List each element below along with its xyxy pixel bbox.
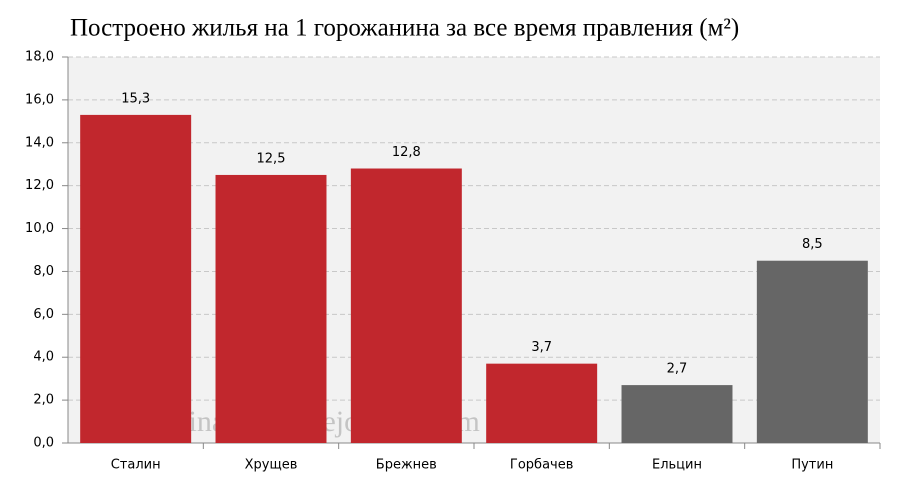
- y-tick-label: 6,0: [33, 307, 54, 322]
- y-tick-label: 18,0: [25, 50, 54, 65]
- x-tick-label: Хрущев: [245, 458, 298, 473]
- y-tick-label: 12,0: [25, 178, 54, 193]
- value-label: 2,7: [667, 362, 688, 377]
- y-tick-label: 4,0: [33, 350, 54, 365]
- x-tick-label: Путин: [791, 458, 833, 473]
- value-label: 3,7: [531, 340, 552, 355]
- y-tick-label: 16,0: [25, 92, 54, 107]
- bar: [486, 363, 598, 443]
- plot-area: [68, 57, 880, 443]
- bar: [621, 385, 733, 443]
- y-tick-label: 10,0: [25, 221, 54, 236]
- bar: [350, 168, 462, 443]
- bar: [215, 174, 327, 443]
- chart-title: Построено жилья на 1 горожанина за все в…: [70, 15, 739, 42]
- y-tick-label: 2,0: [33, 393, 54, 408]
- bar: [80, 114, 192, 444]
- y-tick-label: 14,0: [25, 135, 54, 150]
- value-label: 12,8: [392, 145, 421, 160]
- x-tick-label: Ельцин: [652, 458, 702, 473]
- y-tick-label: 0,0: [33, 436, 54, 451]
- x-tick-label: Брежнев: [376, 458, 437, 473]
- x-tick-label: Сталин: [111, 458, 161, 473]
- bar: [756, 260, 868, 443]
- value-label: 12,5: [257, 151, 286, 166]
- x-tick-label: Горбачев: [510, 458, 573, 473]
- value-label: 8,5: [802, 237, 823, 252]
- y-tick-label: 8,0: [33, 264, 54, 279]
- value-label: 15,3: [121, 91, 150, 106]
